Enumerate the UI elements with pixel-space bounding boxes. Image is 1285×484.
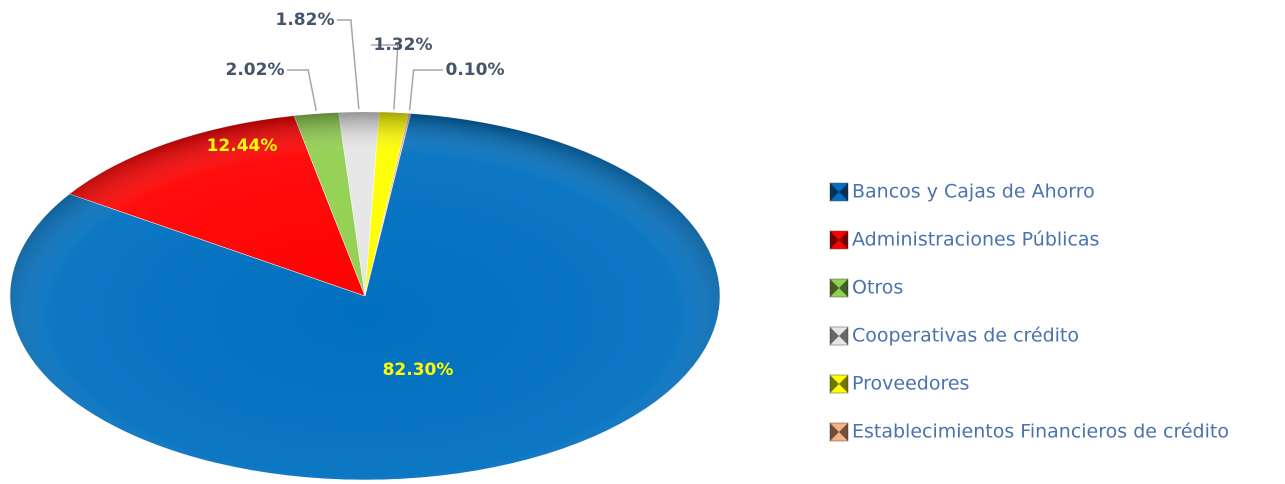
legend-swatch-bevel (830, 183, 848, 201)
legend: Bancos y Cajas de Ahorro Administraciones… (829, 181, 1229, 443)
legend-swatch-bevel (830, 327, 848, 345)
legend-swatch-bevel (830, 279, 848, 297)
data-label: 1.32% (374, 35, 433, 55)
legend-swatch-bevel (830, 231, 848, 249)
data-label: 0.10% (446, 60, 505, 80)
legend-swatch-bevel (830, 423, 848, 441)
leader-line (287, 69, 317, 111)
leader-line (408, 69, 443, 111)
pie: 82.30% 12.44% 2.02% 1.82% 1.32% 0.10% (9, 10, 721, 481)
data-label: 12.44% (207, 136, 278, 156)
legend-swatch-bevel (830, 375, 848, 393)
legend-label: Cooperativas de crédito (852, 325, 1079, 347)
data-label: 2.02% (226, 60, 285, 80)
leader-line (371, 44, 399, 110)
legend-label: Administraciones Públicas (852, 229, 1099, 251)
legend-label: Bancos y Cajas de Ahorro (852, 181, 1095, 203)
data-label: 82.30% (383, 360, 454, 380)
data-label: 1.82% (276, 10, 335, 30)
legend-label: Otros (852, 277, 903, 299)
leader-line (337, 19, 360, 110)
legend-label: Proveedores (852, 373, 969, 395)
legend-label: Establecimientos Financieros de crédito (852, 421, 1229, 443)
